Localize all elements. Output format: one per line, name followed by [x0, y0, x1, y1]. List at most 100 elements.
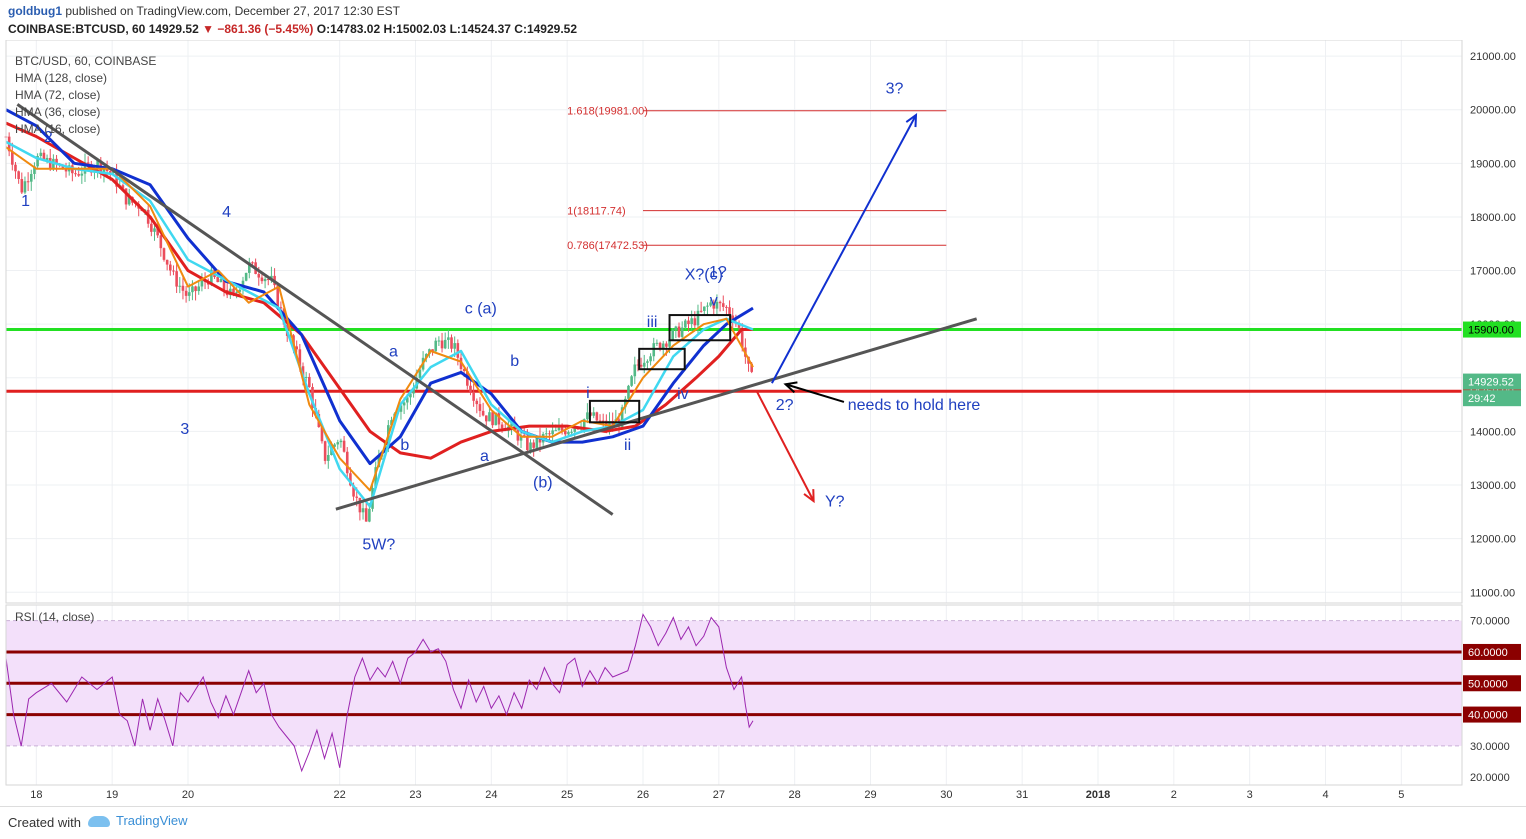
time-tick-label: 30	[940, 789, 952, 801]
candle-body	[557, 427, 561, 431]
candle-body	[64, 169, 68, 172]
candle-body	[595, 412, 599, 421]
candle-body	[500, 424, 504, 429]
candle-body	[529, 442, 532, 451]
time-tick-label: 4	[1322, 789, 1328, 801]
candle-body	[655, 342, 659, 344]
time-tick-label: 2018	[1086, 789, 1110, 801]
candle-body	[690, 318, 693, 325]
wave-box	[588, 399, 641, 424]
trendline	[335, 317, 978, 511]
candle-body	[247, 262, 251, 273]
cloud-icon	[88, 816, 110, 828]
tradingview-logo[interactable]: TradingView	[88, 813, 188, 828]
rsi-pane	[6, 620, 1462, 747]
candle-body	[718, 301, 722, 304]
candle-body	[484, 415, 488, 422]
author-link[interactable]: goldbug1	[8, 4, 62, 18]
candle-body	[702, 306, 706, 311]
candle-body	[447, 337, 450, 340]
candle-body	[175, 271, 178, 287]
wave-label: 2	[44, 129, 53, 146]
candle-body	[358, 497, 362, 513]
candle-body	[102, 169, 106, 173]
candle-body	[693, 318, 697, 326]
rsi-tick-label: 70.0000	[1470, 616, 1510, 628]
candle-body	[535, 435, 539, 448]
candle-body	[23, 181, 27, 193]
candle-body	[674, 326, 678, 331]
candle-body	[706, 305, 709, 307]
price-badge	[1463, 390, 1521, 407]
candle-body	[405, 397, 409, 403]
candle-body	[251, 262, 254, 264]
published-text: published on TradingView.com, December 2…	[65, 4, 400, 18]
wave-label: 1?	[709, 264, 727, 281]
wave-label: (b)	[533, 475, 553, 492]
axes: 11000.0012000.0013000.0014000.0016000.00…	[5, 40, 1521, 801]
candle-body	[150, 223, 153, 232]
candle-body	[172, 270, 175, 272]
ohlc-close: C:14929.52	[514, 22, 578, 36]
candle-body	[352, 485, 355, 497]
wave-label: b	[510, 353, 519, 370]
publish-info: goldbug1 published on TradingView.com, D…	[8, 4, 400, 18]
rsi-tick-label: 30.0000	[1470, 741, 1510, 753]
hma-line-1	[5, 108, 754, 466]
level-badge-label: 15900.00	[1468, 325, 1514, 337]
candle-body	[219, 279, 223, 283]
candle-body	[270, 275, 273, 280]
candle-body	[86, 162, 90, 165]
drawings: 1.618(19981.00) 1(18117.74) 0.786(17472.53…	[16, 81, 980, 553]
candle-body	[658, 342, 662, 350]
candle-body	[443, 339, 447, 349]
candle-body	[684, 320, 687, 328]
candle-body	[545, 433, 548, 435]
wave-label: i	[586, 385, 590, 402]
legend-item-hma128: HMA (128, close)	[15, 71, 107, 85]
candle-body	[36, 156, 39, 167]
wave-label: iii	[647, 314, 658, 331]
candle-body	[169, 264, 172, 271]
arrow-head	[803, 489, 815, 504]
price-tick-label: 17000.00	[1470, 266, 1516, 278]
candle-body	[687, 320, 690, 325]
time-tick-label: 19	[106, 789, 118, 801]
trendline	[16, 103, 614, 516]
candle-body	[108, 171, 112, 174]
time-tick-label: 25	[561, 789, 573, 801]
candle-body	[48, 157, 52, 169]
price-tick-label: 14000.00	[1470, 426, 1516, 438]
candle-body	[197, 286, 201, 292]
candle-body	[472, 392, 475, 401]
candle-body	[437, 340, 441, 342]
candle-body	[33, 166, 36, 174]
candle-body	[345, 451, 349, 474]
candle-body	[45, 157, 49, 160]
candle-body	[232, 288, 235, 293]
candle-body	[210, 269, 213, 285]
time-tick-label: 20	[182, 789, 194, 801]
candle-body	[677, 326, 681, 337]
candle-body	[661, 343, 665, 350]
candle-body	[402, 402, 406, 406]
ohlc-open: O:14783.02	[316, 22, 381, 36]
price-chart[interactable]: 1.618(19981.00) 1(18117.74) 0.786(17472.53…	[0, 40, 1526, 806]
candle-body	[551, 430, 554, 435]
candle-body	[608, 420, 611, 428]
candle-body	[162, 248, 166, 260]
candle-body	[418, 369, 422, 378]
rsi-level-badge-label: 40.0000	[1468, 710, 1508, 722]
candle-body	[563, 430, 567, 435]
candle-body	[475, 400, 479, 405]
candle-body	[636, 364, 640, 366]
candle-body	[721, 303, 725, 307]
candle-body	[29, 173, 33, 182]
candle-body	[519, 435, 523, 441]
fib-level-label: 0.786(17472.53)	[567, 240, 648, 252]
candle-body	[740, 327, 744, 348]
candle-body	[665, 343, 668, 347]
candle-body	[668, 339, 671, 347]
candle-body	[311, 386, 314, 409]
candle-body	[639, 364, 643, 367]
